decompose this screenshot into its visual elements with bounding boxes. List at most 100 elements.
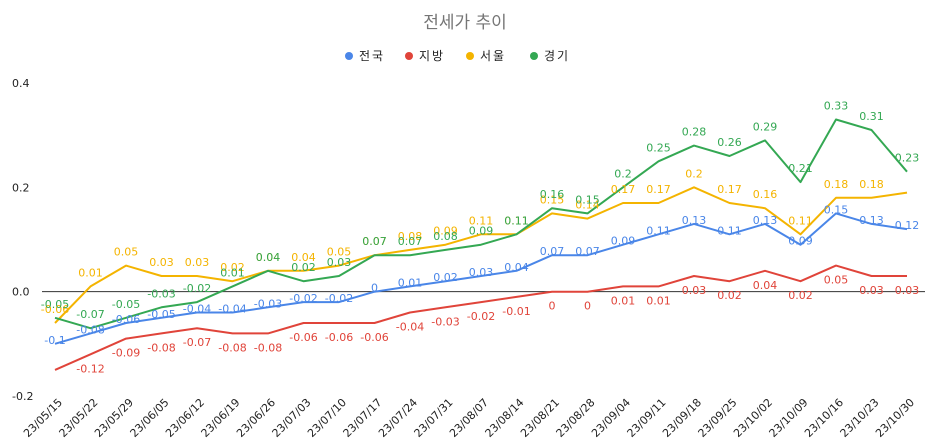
data-label: 0.05 [114,246,139,259]
y-tick-label: 0.2 [12,181,30,194]
chart-title: 전세가 추이 [423,13,507,33]
data-label: 0.11 [788,214,813,227]
legend-label-2: 서울 [480,49,506,63]
y-tick-label: 0.4 [12,77,30,90]
data-label: 0.03 [185,256,210,269]
data-label: 0.04 [256,251,281,264]
data-label: 0.03 [859,284,884,297]
data-label: 0.17 [717,183,742,196]
data-label: 0.23 [895,152,920,165]
data-label: 0.26 [717,136,742,149]
data-label: 0.13 [682,214,707,227]
data-label: 0.18 [859,178,884,191]
data-label: -0.02 [325,292,353,305]
data-label: -0.02 [467,310,495,323]
data-label: 0.04 [753,279,778,292]
plot-area [54,118,908,371]
data-label: -0.02 [183,282,211,295]
data-label: 0.13 [859,214,884,227]
data-label: -0.03 [431,315,459,328]
data-label: 0.11 [717,224,742,237]
data-label: -0.09 [112,347,140,360]
data-label: 0.03 [469,266,494,279]
data-label: 0.01 [611,294,636,307]
data-label: 0.11 [504,214,529,227]
data-label: 0.01 [398,276,423,289]
y-tick-label: -0.2 [12,390,33,403]
data-label: 0.01 [78,266,103,279]
data-label: 0.15 [575,193,600,206]
data-label: -0.07 [183,336,211,349]
legend-label-3: 경기 [544,49,570,63]
data-label: 0.2 [685,167,703,180]
data-label: 0.03 [149,256,174,269]
data-label: 0.17 [646,183,671,196]
data-label: 0.07 [362,235,387,248]
data-label: 0.17 [611,183,636,196]
data-label: -0.04 [396,321,424,334]
data-label: 0.09 [433,225,458,238]
data-label: -0.04 [218,303,246,316]
series-line-0 [54,212,908,345]
data-label: 0.01 [646,294,671,307]
data-label: 0.28 [682,126,707,139]
legend-item-2: 서울 [466,49,506,63]
data-label: -0.08 [76,323,104,336]
x-axis: 23/05/1523/05/2223/05/2923/06/0523/06/12… [21,396,917,440]
data-label: 0.09 [788,235,813,248]
data-label: 0.12 [895,219,920,232]
y-tick-label: 0.0 [12,286,30,299]
data-label: -0.06 [289,331,317,344]
data-label: 0.16 [753,188,778,201]
data-label: 0.03 [682,284,707,297]
data-label: 0.25 [646,141,671,154]
series-line-1 [54,264,907,371]
data-label: 0.11 [646,224,671,237]
data-label: 0.08 [398,230,423,243]
data-label: -0.08 [218,341,246,354]
data-label: 0.29 [753,120,778,133]
data-label: 0 [549,300,556,313]
legend-item-1: 지방 [405,49,443,63]
data-label: 0.02 [291,261,316,274]
legend-label-0: 전국 [359,49,385,63]
series-line-2 [54,186,908,324]
y-axis: -0.2 0.0 0.2 0.4 [12,77,925,403]
data-label: 0.18 [824,178,849,191]
data-label: 0.02 [788,289,813,302]
data-label: 0.04 [256,251,281,264]
data-label: 0.15 [824,203,849,216]
data-label: 0.07 [575,245,600,258]
data-label: -0.01 [502,305,530,318]
data-label: -0.07 [76,308,104,321]
series-line-3 [54,118,908,330]
legend-marker-0 [345,52,353,60]
legend: 전국 지방 서울 경기 [345,49,570,63]
data-label: 0.08 [433,230,458,243]
data-label: -0.03 [254,297,282,310]
data-label: 0.04 [504,261,529,274]
data-label: 0 [371,282,378,295]
data-label: 0.15 [540,193,565,206]
legend-item-3: 경기 [530,49,570,63]
data-label: -0.06 [41,303,69,316]
data-label: 0.11 [469,214,494,227]
data-label: -0.08 [147,341,175,354]
data-label: 0.07 [398,235,423,248]
data-label: 0.07 [540,245,565,258]
legend-marker-1 [405,52,413,60]
data-label: -0.05 [41,298,69,311]
data-label: 0.13 [753,214,778,227]
data-label: -0.06 [325,331,353,344]
data-label: 0.07 [362,235,387,248]
data-label: -0.1 [44,334,65,347]
x-tick-label: 23/10/30 [873,396,917,440]
data-label: 0.05 [824,274,849,287]
data-label: 0.03 [895,284,920,297]
legend-marker-3 [530,52,538,60]
data-label: 0.02 [220,261,245,274]
data-label: 0.04 [291,251,316,264]
data-label: 0.01 [220,266,245,279]
data-label: 0.09 [469,225,494,238]
data-label: 0.11 [504,214,529,227]
